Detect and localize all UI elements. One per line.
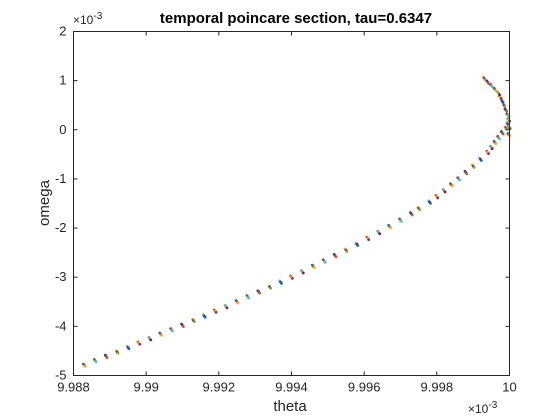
data-point: [501, 132, 505, 136]
y-tick-label: 2: [59, 24, 66, 39]
x-tick-label: 9.994: [275, 380, 308, 395]
data-point: [269, 286, 272, 290]
chart-title: temporal poincare section, tau=0.6347: [160, 10, 432, 27]
data-point: [258, 291, 262, 295]
x-ticks: 9.988 9.99 9.992 9.994 9.996 9.998 10: [57, 31, 517, 395]
data-point: [214, 310, 218, 314]
data-point: [389, 226, 392, 230]
data-point: [503, 105, 507, 108]
x-axis-label: theta: [273, 398, 307, 415]
data-point: [301, 271, 305, 275]
data-point: [429, 201, 432, 205]
data-point: [160, 334, 164, 337]
x-tick-label: 9.996: [348, 380, 381, 395]
data-point: [490, 85, 494, 89]
data-point: [345, 249, 349, 253]
data-point: [83, 364, 87, 368]
y-tick-label: 0: [59, 122, 66, 137]
data-point: [498, 137, 501, 141]
data-point: [291, 277, 294, 280]
data-point: [323, 260, 327, 264]
y-ticks: -5 -4 -3 -2 -1 0 1 2: [55, 24, 510, 383]
x-exponent-power: -3: [488, 400, 497, 411]
data-point: [116, 351, 120, 355]
data-point: [138, 342, 142, 346]
data-point: [236, 301, 240, 305]
x-tick-label: 9.998: [421, 380, 454, 395]
data-point: [487, 81, 490, 85]
y-axis-label: omega: [36, 179, 53, 226]
data-point: [127, 347, 131, 351]
data-point: [436, 196, 440, 200]
data-point: [490, 147, 494, 151]
data-point: [465, 172, 469, 176]
data-point: [494, 89, 498, 93]
data-point: [494, 142, 498, 146]
data-point: [94, 360, 98, 364]
y-tick-label: 1: [59, 73, 66, 88]
x-tick-label: 10: [502, 380, 516, 395]
data-point: [450, 184, 454, 188]
data-point: [312, 266, 316, 270]
data-point: [443, 190, 447, 194]
data-point: [367, 238, 371, 241]
data-point: [171, 329, 174, 333]
y-tick-label: -1: [55, 171, 67, 186]
x-tick-label: 9.99: [134, 380, 159, 395]
data-point: [149, 338, 153, 342]
data-point: [356, 244, 360, 247]
data-point: [334, 255, 338, 259]
data-point: [225, 306, 229, 310]
y-tick-label: -5: [55, 368, 67, 383]
x-exponent-base: ×10: [468, 402, 489, 416]
data-point: [498, 93, 501, 97]
data-point: [487, 152, 490, 155]
y-tick-label: -4: [55, 318, 67, 333]
data-point: [458, 178, 461, 182]
y-exponent-power: -3: [93, 11, 102, 22]
y-exponent: ×10-3: [73, 11, 103, 27]
data-point: [192, 320, 196, 324]
data-point: [501, 101, 505, 104]
y-tick-label: -3: [55, 269, 67, 284]
data-point: [247, 296, 251, 300]
data-point: [505, 109, 509, 113]
y-tick-label: -2: [55, 220, 67, 235]
data-points: [82, 75, 512, 368]
data-point: [280, 281, 283, 285]
plot-area: [73, 31, 509, 375]
data-point: [499, 97, 503, 100]
data-point: [418, 208, 421, 212]
x-exponent: ×10-3: [468, 400, 498, 416]
data-point: [105, 356, 109, 359]
data-point: [479, 159, 483, 162]
data-point: [410, 213, 414, 217]
data-point: [472, 165, 476, 169]
data-point: [483, 77, 487, 81]
data-point: [182, 325, 185, 328]
data-point: [400, 220, 403, 223]
x-tick-label: 9.988: [57, 380, 90, 395]
data-point: [378, 232, 381, 236]
data-point: [203, 315, 207, 319]
x-tick-label: 9.992: [203, 380, 236, 395]
y-exponent-base: ×10: [73, 13, 94, 27]
